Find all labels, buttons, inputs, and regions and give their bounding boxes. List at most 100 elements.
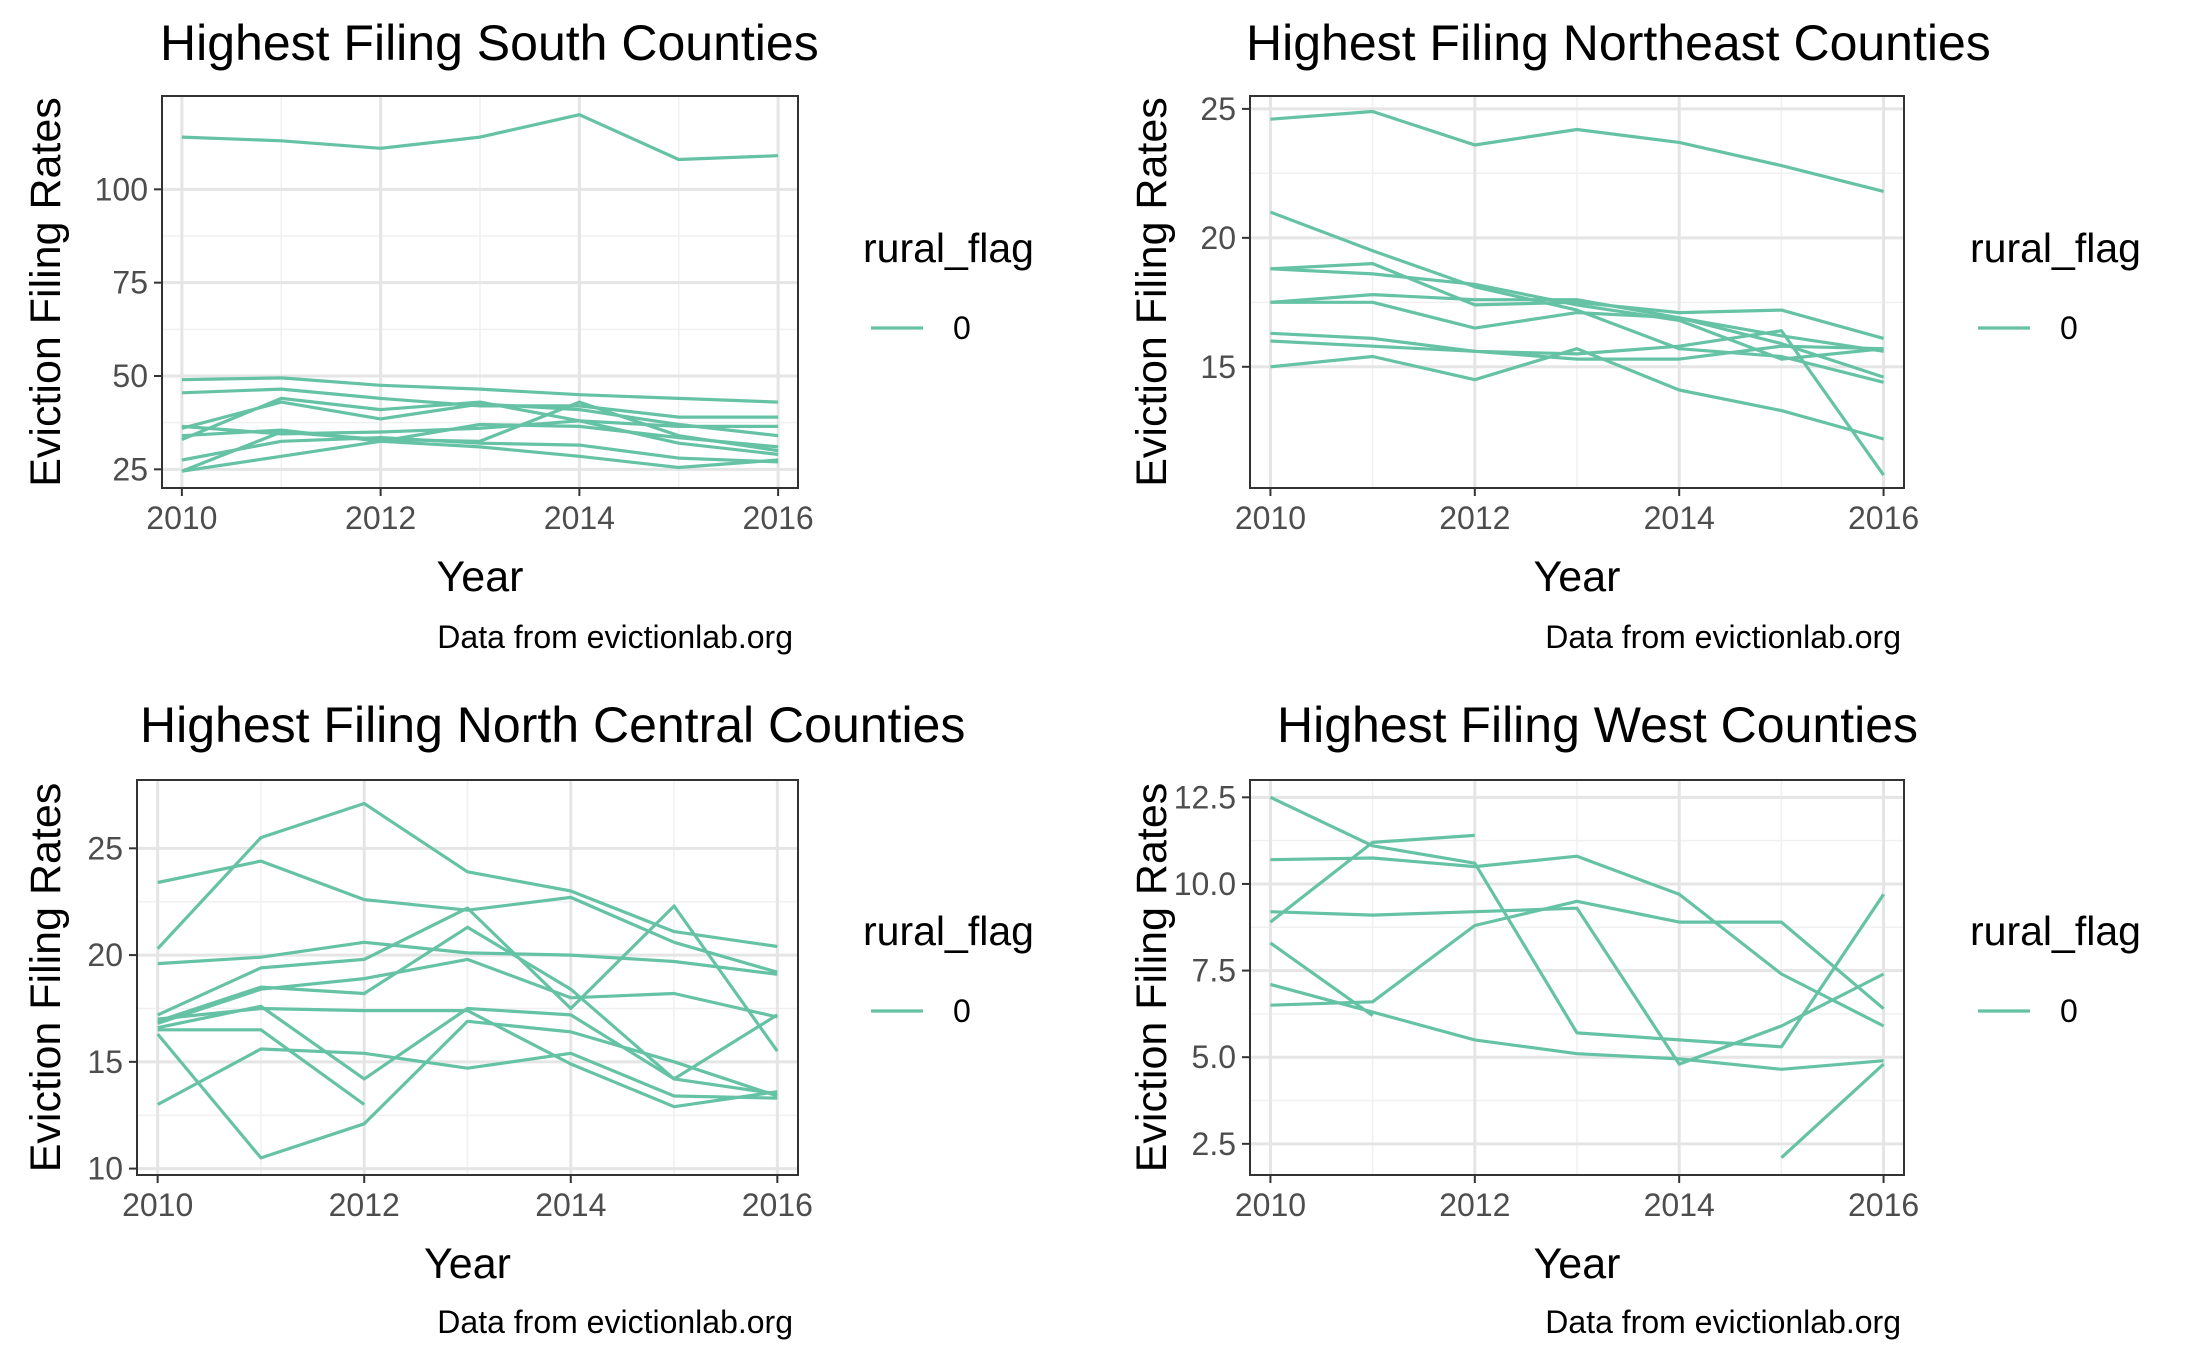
- series-line-3: [181, 387, 779, 419]
- series-line-2: [1269, 210, 1884, 384]
- y-tick-label: 15: [87, 1044, 123, 1080]
- x-axis-title: Year: [437, 553, 524, 601]
- panel-title: Highest Filing North Central Counties: [140, 697, 965, 753]
- x-tick-label: 2010: [1235, 500, 1306, 536]
- series-line-8: [1270, 339, 1884, 361]
- caption: Data from evictionlab.org: [437, 619, 793, 655]
- x-tick-label: 2012: [1439, 1187, 1510, 1223]
- x-tick-label: 2010: [146, 500, 217, 536]
- y-tick-label: 20: [1200, 220, 1236, 256]
- series-line-10: [156, 1047, 778, 1106]
- legend-title: rural_flag: [1970, 225, 2141, 271]
- plot-border: [1249, 95, 1905, 489]
- caption: Data from evictionlab.org: [437, 1304, 793, 1340]
- legend: rural_flag 0: [1970, 225, 2141, 346]
- series-line-1: [1269, 795, 1885, 1049]
- series-line-4: [1270, 267, 1884, 361]
- x-tick-label: 2012: [1439, 500, 1510, 536]
- x-tick-label: 2014: [1644, 500, 1715, 536]
- y-tick-label: 25: [87, 830, 123, 866]
- caption: Data from evictionlab.org: [1545, 1304, 1901, 1340]
- west-counties-panel: 2010 2012 2014 2016 2.5 5.0 7.5 10.0 12.5 Highest…: [1128, 697, 2141, 1340]
- x-tick-label: 2016: [1848, 500, 1919, 536]
- series-line-6: [181, 419, 779, 456]
- y-tick-label: 100: [95, 171, 148, 207]
- series-line-3: [1270, 262, 1885, 340]
- legend-title: rural_flag: [863, 225, 1034, 271]
- y-axis-title: Eviction Filing Rates: [1128, 783, 1176, 1173]
- y-tick-label: 50: [112, 358, 148, 394]
- x-tick-label: 2016: [743, 500, 814, 536]
- series-line-9: [181, 436, 779, 464]
- plot-border: [1249, 779, 1905, 1176]
- y-tick-label: 10.0: [1174, 866, 1236, 902]
- series-line-7: [157, 1004, 779, 1081]
- y-axis-title: Eviction Filing Rates: [22, 783, 70, 1173]
- series-line-7: [1270, 329, 1885, 477]
- legend-title: rural_flag: [863, 908, 1034, 954]
- y-tick-label: 12.5: [1174, 779, 1236, 815]
- y-tick-label: 2.5: [1192, 1126, 1236, 1162]
- x-axis-title: Year: [1534, 1240, 1621, 1288]
- y-axis-title: Eviction Filing Rates: [22, 97, 70, 487]
- series-line-1: [181, 113, 779, 162]
- x-tick-label: 2012: [345, 500, 416, 536]
- south-counties-panel: 2010 2012 2014 2016 25 50 75 100 Highest Filing …: [22, 15, 1034, 655]
- series-line-4: [157, 904, 779, 1053]
- series-line-3: [1269, 833, 1475, 924]
- y-tick-label: 20: [87, 937, 123, 973]
- series-line-8: [157, 1006, 778, 1109]
- x-tick-label: 2014: [1644, 1187, 1715, 1223]
- plot-border: [161, 95, 799, 489]
- northeast-counties-panel: 2010 2012 2014 2016 15 20 25 Highest Filing Nor…: [1128, 15, 2141, 655]
- series-line-2: [1270, 854, 1885, 1028]
- series-line-8: [181, 400, 779, 473]
- y-tick-label: 75: [112, 265, 148, 301]
- y-tick-label: 5.0: [1192, 1039, 1236, 1075]
- x-axis-title: Year: [424, 1240, 511, 1288]
- series-line-9: [1270, 347, 1885, 441]
- legend: rural_flag 0: [863, 225, 1034, 346]
- series-line-6: [1269, 982, 1884, 1071]
- y-tick-label: 15: [1200, 349, 1236, 385]
- series-line-2: [181, 376, 779, 404]
- series-line-5: [181, 396, 779, 441]
- plot-border: [136, 779, 799, 1176]
- x-tick-label: 2010: [122, 1187, 193, 1223]
- series-line-1: [1270, 109, 1884, 193]
- legend-label: 0: [2060, 993, 2078, 1029]
- legend: rural_flag 0: [863, 908, 1034, 1029]
- y-tick-label: 10: [87, 1151, 123, 1187]
- panel-title: Highest Filing West Counties: [1277, 697, 1918, 753]
- series-line-3: [157, 940, 778, 976]
- series-line-8: [1780, 1062, 1885, 1159]
- series-line-10: [181, 439, 779, 473]
- x-tick-label: 2016: [742, 1187, 813, 1223]
- series-line-11: [156, 1019, 778, 1160]
- legend-label: 0: [953, 310, 971, 346]
- x-tick-label: 2012: [329, 1187, 400, 1223]
- y-axis-title: Eviction Filing Rates: [1128, 97, 1176, 487]
- x-tick-label: 2014: [544, 500, 615, 536]
- series-line-7: [1269, 941, 1374, 1017]
- series-line-9: [157, 1028, 366, 1106]
- legend-label: 0: [953, 993, 971, 1029]
- legend: rural_flag 0: [1970, 908, 2141, 1029]
- y-tick-label: 25: [112, 451, 148, 487]
- x-tick-label: 2010: [1235, 1187, 1306, 1223]
- series-line-2: [156, 801, 778, 950]
- series-line-6: [1270, 300, 1885, 379]
- series-line-7: [181, 422, 779, 449]
- series-line-4: [1270, 906, 1885, 1066]
- north-central-counties-panel: 2010 2012 2014 2016 10 15 20 25 Highest Filing N…: [22, 697, 1034, 1340]
- series-line-6: [157, 957, 778, 1025]
- legend-label: 0: [2060, 310, 2078, 346]
- panel-title: Highest Filing South Counties: [160, 15, 819, 71]
- legend-title: rural_flag: [1970, 908, 2141, 954]
- series-line-5: [1270, 293, 1884, 353]
- y-tick-label: 25: [1200, 91, 1236, 127]
- x-tick-label: 2016: [1848, 1187, 1919, 1223]
- caption: Data from evictionlab.org: [1545, 619, 1901, 655]
- y-tick-label: 7.5: [1192, 953, 1236, 989]
- panel-title: Highest Filing Northeast Counties: [1246, 15, 1991, 71]
